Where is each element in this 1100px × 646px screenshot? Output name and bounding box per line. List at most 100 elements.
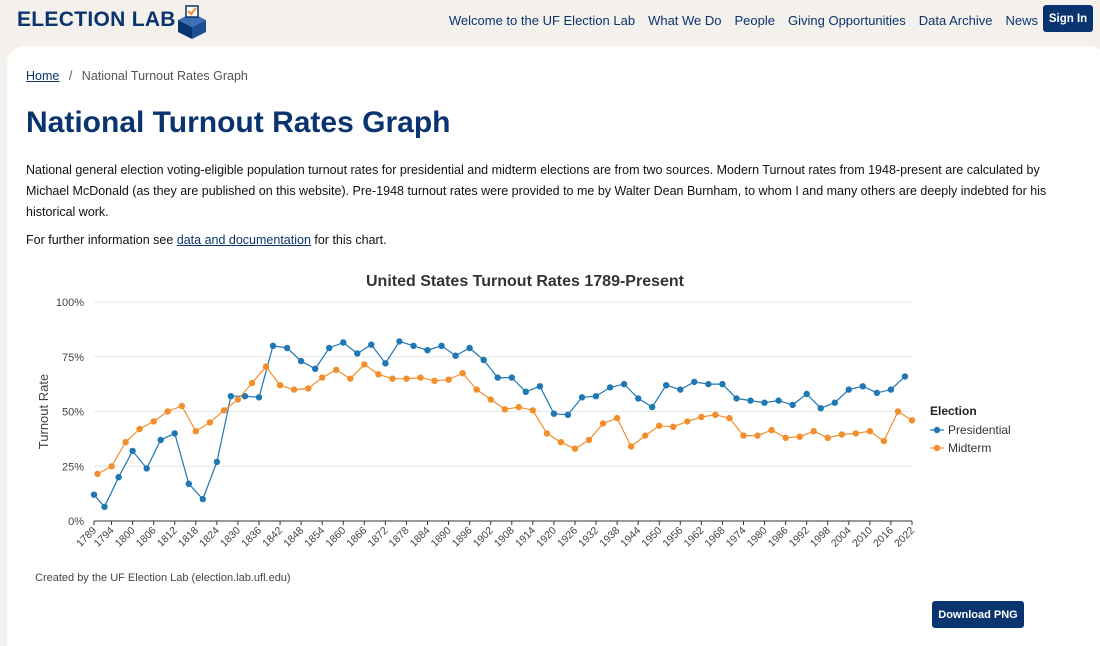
data-point-presidential [677, 386, 684, 393]
data-point-presidential [803, 390, 810, 398]
nav-news[interactable]: News [1005, 13, 1038, 28]
breadcrumb-home-link[interactable]: Home [26, 69, 60, 83]
data-point-presidential [424, 347, 431, 354]
data-point-presidential [747, 397, 754, 404]
ballot-box-icon [178, 5, 206, 39]
data-point-midterm [389, 375, 396, 382]
data-point-midterm [810, 428, 817, 435]
data-point-midterm [866, 428, 874, 435]
nav-data-archive[interactable]: Data Archive [918, 13, 993, 28]
x-tick-label: 1890 [429, 525, 454, 550]
data-point-midterm [164, 408, 171, 415]
data-point-midterm [150, 418, 157, 425]
x-tick-label: 1920 [534, 525, 559, 550]
data-point-presidential [649, 403, 656, 411]
nav-giving[interactable]: Giving Opportunities [788, 13, 906, 28]
data-point-midterm [290, 386, 298, 393]
data-point-midterm [305, 385, 312, 392]
data-point-presidential [719, 380, 726, 388]
data-point-presidential [340, 339, 347, 346]
x-tick-label: 1962 [681, 525, 706, 550]
breadcrumb-current: National Turnout Rates Graph [81, 69, 248, 83]
data-point-midterm [375, 371, 382, 378]
data-point-presidential [157, 436, 164, 444]
data-point-presidential [859, 383, 866, 390]
data-point-presidential [312, 365, 319, 372]
data-point-midterm [220, 407, 228, 414]
chart-credit: Created by the UF Election Lab (election… [35, 572, 291, 584]
x-tick-label: 1908 [492, 525, 517, 550]
data-point-presidential [410, 342, 417, 349]
site-header: ELECTION LAB Welcome to the UF Election … [0, 0, 1100, 44]
data-point-midterm [740, 432, 747, 439]
further-prefix: For further information see [26, 233, 177, 247]
breadcrumb-separator: / [68, 69, 73, 83]
x-tick-label: 1896 [450, 525, 475, 550]
further-suffix: for this chart. [310, 233, 387, 247]
documentation-link[interactable]: data and documentation [176, 233, 311, 247]
x-tick-label: 1842 [260, 525, 285, 550]
sign-in-button[interactable]: Sign In [1043, 5, 1093, 32]
data-point-midterm [838, 431, 845, 438]
data-point-midterm [94, 470, 101, 478]
data-point-midterm [333, 366, 340, 374]
x-tick-label: 1872 [366, 525, 391, 550]
nav-welcome[interactable]: Welcome to the UF Election Lab [448, 13, 636, 28]
page-title: National Turnout Rates Graph [26, 106, 451, 139]
data-point-presidential [494, 374, 501, 381]
data-point-midterm [557, 439, 565, 446]
data-point-presidential [873, 389, 881, 397]
data-point-midterm [726, 414, 733, 422]
data-point-presidential [396, 338, 403, 345]
data-point-midterm [529, 407, 536, 414]
data-point-midterm [403, 375, 410, 382]
data-point-presidential [480, 356, 487, 364]
x-tick-label: 1974 [724, 525, 749, 550]
data-point-midterm [108, 463, 115, 470]
data-point-presidential [452, 352, 459, 359]
legend-label-presidential: Presidential [948, 423, 1011, 437]
x-tick-label: 1932 [576, 525, 601, 550]
data-point-midterm [122, 439, 129, 446]
legend-marker-presidential [933, 426, 941, 434]
x-tick-label: 1866 [344, 525, 369, 550]
x-tick-label: 2022 [892, 525, 917, 550]
data-point-midterm [417, 374, 424, 381]
main-nav: Welcome to the UF Election Lab What We D… [449, 13, 1038, 28]
x-tick-label: 1992 [787, 525, 812, 550]
x-tick-label: 1956 [660, 525, 685, 550]
turnout-chart: United States Turnout Rates 1789-Present… [36, 273, 1011, 550]
data-point-midterm [824, 434, 831, 441]
logo-text[interactable]: ELECTION LAB [17, 8, 176, 31]
y-tick-label: 75% [62, 352, 84, 364]
data-point-presidential [901, 373, 909, 380]
data-point-midterm [234, 396, 242, 403]
data-point-presidential [663, 382, 670, 389]
data-point-midterm [248, 379, 256, 387]
download-png-button[interactable]: Download PNG [932, 601, 1024, 628]
data-point-presidential [606, 384, 614, 391]
data-point-midterm [642, 432, 649, 439]
x-tick-label: 1998 [808, 525, 833, 550]
series-line-presidential [93, 340, 906, 508]
data-point-midterm [136, 425, 143, 433]
breadcrumb: Home / National Turnout Rates Graph [26, 69, 248, 83]
data-point-midterm [894, 408, 902, 415]
nav-what-we-do[interactable]: What We Do [648, 13, 722, 28]
nav-people[interactable]: People [734, 13, 775, 28]
legend-title: Election [930, 404, 977, 418]
x-tick-label: 1980 [745, 525, 770, 550]
x-tick-label: 1824 [197, 525, 222, 550]
data-point-presidential [620, 380, 628, 388]
data-point-midterm [571, 445, 579, 452]
x-tick-label: 1830 [218, 525, 243, 550]
series-line-midterm [97, 363, 913, 475]
x-tick-label: 2010 [850, 525, 875, 550]
x-tick-label: 1944 [618, 525, 643, 550]
data-point-midterm [908, 417, 916, 424]
data-point-presidential [845, 386, 852, 393]
data-point-presidential [789, 401, 796, 409]
data-point-presidential [143, 465, 150, 472]
data-point-presidential [817, 405, 824, 412]
data-point-midterm [487, 396, 494, 403]
